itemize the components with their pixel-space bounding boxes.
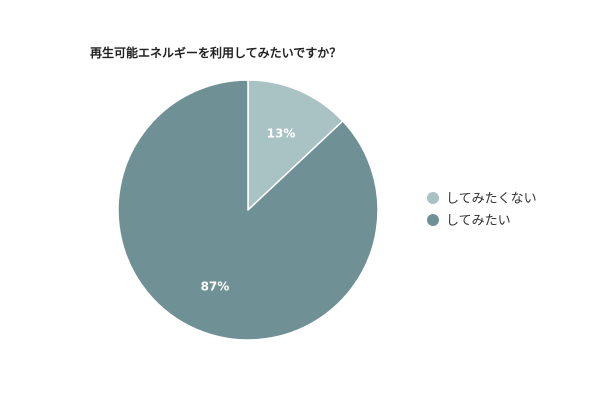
slice-label-0: 13%	[267, 127, 296, 141]
pie-slices	[117, 79, 379, 341]
legend: してみたくない してみたい	[427, 192, 537, 229]
legend-swatch-1	[427, 214, 439, 226]
legend-item-0: してみたくない	[427, 192, 537, 207]
legend-item-1: してみたい	[427, 214, 511, 229]
pie-slice-labels: 13% 87%	[201, 127, 296, 294]
legend-label-1: してみたい	[446, 214, 511, 229]
pie-slice-1	[117, 79, 379, 341]
legend-swatch-0	[427, 192, 439, 204]
pie-slice-0	[247, 79, 344, 211]
chart-title: 再生可能エネルギーを利用してみたいですか？	[90, 45, 341, 60]
legend-label-0: してみたくない	[446, 192, 537, 207]
slice-label-1: 87%	[201, 279, 230, 293]
